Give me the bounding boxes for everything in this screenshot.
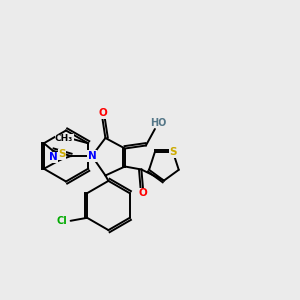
Text: O: O — [139, 188, 147, 199]
Text: Cl: Cl — [56, 216, 67, 226]
Text: N: N — [49, 152, 57, 162]
Text: HO: HO — [150, 118, 166, 128]
Text: S: S — [58, 149, 66, 159]
Text: N: N — [88, 151, 96, 161]
Text: CH₃: CH₃ — [55, 134, 73, 143]
Text: S: S — [169, 147, 177, 158]
Text: O: O — [98, 108, 107, 118]
